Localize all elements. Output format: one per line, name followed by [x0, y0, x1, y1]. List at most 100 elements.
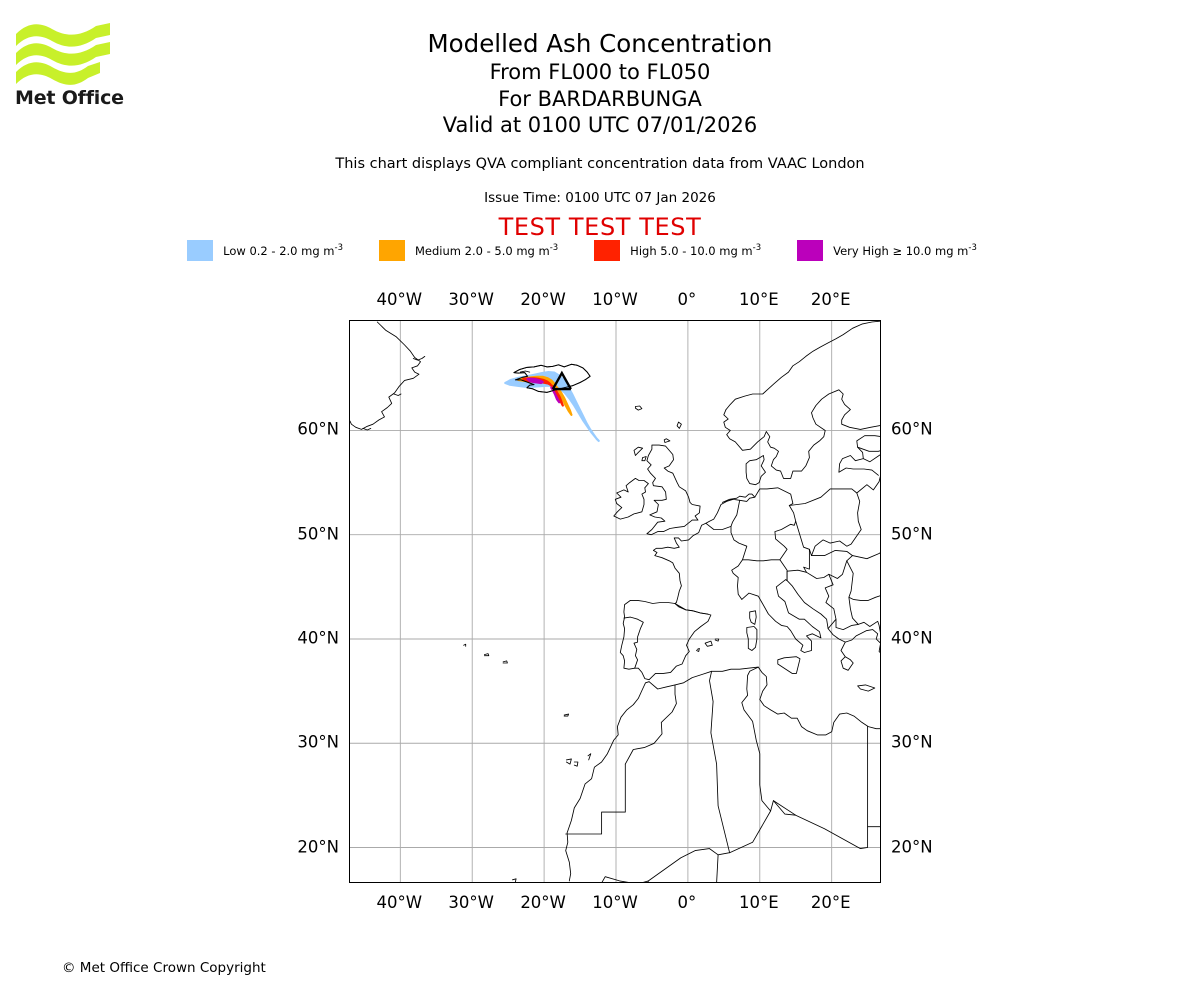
lat-tick-right: 20°N — [891, 837, 933, 856]
legend-label-very-high: Very High ≥ 10.0 mg m-3 — [833, 243, 977, 258]
ash-contour-very-high — [550, 386, 561, 404]
coastline-path — [786, 580, 880, 644]
lon-tick-top: 40°W — [376, 290, 423, 309]
lon-tick-bottom: 10°W — [592, 893, 638, 912]
coastline-path — [838, 467, 879, 476]
coastline-path — [565, 681, 650, 882]
lon-tick-top: 30°W — [448, 290, 494, 309]
coastline-path — [646, 444, 701, 536]
legend-label-high: High 5.0 - 10.0 mg m-3 — [630, 243, 762, 258]
coastline-path — [350, 321, 421, 430]
coastline-path — [565, 763, 626, 835]
coastline-path — [641, 456, 647, 462]
lon-tick-top: 10°E — [738, 290, 779, 309]
coastline-path — [754, 487, 797, 561]
map-canvas — [350, 321, 880, 882]
qva-disclaimer: This chart displays QVA compliant concen… — [335, 156, 865, 172]
lon-tick-top: 0° — [677, 290, 697, 309]
legend-label-medium: Medium 2.0 - 5.0 mg m-3 — [414, 243, 559, 258]
coastline-path — [857, 684, 876, 692]
coastline-path — [565, 758, 572, 765]
coastline-path — [624, 684, 677, 765]
legend-item-medium: Medium 2.0 - 5.0 mg m-3 — [378, 240, 594, 261]
lat-tick-left: 60°N — [297, 419, 339, 439]
coastline-path — [601, 876, 649, 882]
legend-item-low: Low 0.2 - 2.0 mg m-3 — [187, 240, 379, 261]
coastline-path — [857, 446, 880, 452]
lat-tick-left: 50°N — [297, 524, 339, 544]
lon-tick-bottom: 20°E — [810, 893, 851, 912]
coastline-path — [777, 656, 801, 674]
ash-concentration-map: 40°W 40°W 30°W 30°W 20°W 20°W 10°W 10°W 0° 0° 10°E… — [297, 290, 932, 912]
lon-tick-bottom: 10°E — [738, 893, 779, 912]
map-gridlines — [350, 321, 880, 882]
chart-title-block: Modelled Ash Concentration From FL000 to… — [0, 28, 1200, 139]
coastline-path — [648, 666, 880, 736]
map-coastlines — [350, 321, 880, 882]
coastline-path — [633, 446, 644, 456]
coastline-path — [725, 321, 880, 411]
test-banner: TEST TEST TEST — [498, 213, 702, 241]
coastline-path — [362, 427, 372, 431]
legend-label-low: Low 0.2 - 2.0 mg m-3 — [223, 243, 343, 258]
coastline-path — [772, 800, 797, 816]
coastline-path — [674, 603, 709, 615]
volcano-name: For BARDARBUNGA — [498, 86, 702, 111]
coastline-path — [587, 753, 592, 761]
coastline-path — [878, 644, 880, 653]
coastline-path — [835, 618, 859, 631]
concentration-legend: Low 0.2 - 2.0 mg m-3 Medium 2.0 - 5.0 mg… — [0, 240, 1200, 261]
legend-swatch-medium — [378, 240, 405, 261]
lat-tick-left: 20°N — [297, 837, 339, 856]
coastline-path — [730, 499, 748, 561]
ash-plume-overlay — [504, 363, 600, 443]
coastline-path — [862, 454, 880, 463]
coastline-path — [803, 548, 853, 579]
volcano-marker-bardarbunga — [551, 370, 572, 391]
coastline-path — [840, 641, 854, 671]
coastline-path — [502, 660, 508, 664]
coastline-path — [786, 569, 807, 582]
coastline-path — [745, 455, 766, 486]
page-title: Modelled Ash Concentration — [427, 29, 773, 58]
lon-tick-bottom: 20°W — [520, 893, 566, 912]
coastline-path — [741, 666, 772, 812]
ash-contour-very-high — [526, 377, 544, 385]
coastline-path — [838, 435, 880, 473]
coastline-path — [676, 421, 682, 429]
lon-tick-bottom: 40°W — [376, 893, 423, 912]
lon-tick-top: 20°W — [520, 290, 566, 309]
lat-tick-right: 60°N — [891, 419, 933, 439]
map-plot-area — [349, 320, 881, 883]
coastline-path — [848, 596, 880, 633]
lat-tick-right: 30°N — [891, 732, 933, 752]
coastline-path — [856, 475, 880, 494]
coastline-path — [619, 599, 712, 681]
coastline-path — [714, 638, 720, 642]
lat-tick-right: 40°N — [891, 628, 933, 648]
legend-item-high: High 5.0 - 10.0 mg m-3 — [594, 240, 797, 261]
legend-swatch-low — [187, 240, 214, 261]
coastline-path — [749, 610, 757, 625]
copyright-notice: © Met Office Crown Copyright — [62, 960, 266, 976]
met-office-logo: Met Office — [14, 20, 214, 115]
coastline-path — [412, 355, 426, 361]
lon-tick-bottom: 0° — [677, 893, 697, 912]
coastline-path — [647, 800, 880, 882]
issue-time: Issue Time: 0100 UTC 07 Jan 2026 — [484, 190, 716, 206]
lat-tick-left: 30°N — [297, 732, 339, 752]
coastline-path — [788, 488, 862, 557]
legend-item-very-high: Very High ≥ 10.0 mg m-3 — [797, 240, 1013, 261]
coastline-path — [741, 579, 822, 653]
coastline-path — [393, 393, 402, 396]
coastline-path — [563, 713, 570, 717]
coastline-path — [696, 647, 700, 652]
coastline-path — [519, 370, 531, 373]
coastline-path — [709, 670, 731, 854]
coastline-path — [705, 522, 732, 530]
coastline-path — [846, 560, 880, 601]
lat-tick-left: 40°N — [297, 628, 339, 648]
legend-swatch-very-high — [797, 240, 824, 261]
lat-tick-right: 50°N — [891, 524, 933, 544]
coastline-path — [512, 878, 517, 882]
